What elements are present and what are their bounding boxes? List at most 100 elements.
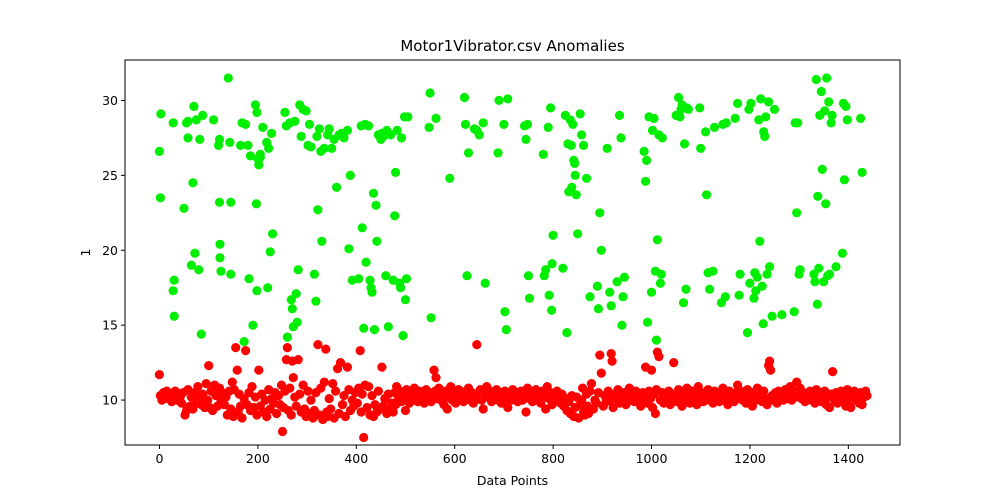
data-point <box>373 386 383 396</box>
data-point <box>272 408 282 419</box>
data-point <box>558 263 568 273</box>
data-point <box>248 320 258 330</box>
data-point <box>655 278 666 288</box>
data-point <box>521 407 531 417</box>
data-point <box>226 269 236 279</box>
data-point <box>273 391 284 401</box>
data-point <box>268 229 278 239</box>
data-point <box>311 296 321 306</box>
data-point <box>650 408 661 419</box>
data-point <box>478 118 488 128</box>
data-point <box>646 365 657 375</box>
x-axis-label: Data Points <box>477 473 548 488</box>
data-point <box>236 140 246 150</box>
data-point <box>342 125 352 135</box>
data-point <box>337 400 348 410</box>
data-point <box>383 322 393 332</box>
data-point <box>396 133 407 143</box>
plot-area-frame <box>124 59 901 446</box>
data-point <box>262 411 272 422</box>
data-point <box>494 95 504 105</box>
data-point <box>820 106 830 116</box>
data-point <box>425 88 435 98</box>
data-point <box>764 97 774 107</box>
data-point <box>856 113 866 123</box>
data-point <box>675 112 685 122</box>
data-point <box>190 248 200 258</box>
data-point <box>765 356 775 366</box>
data-point <box>567 182 577 192</box>
data-point <box>243 140 253 150</box>
data-point <box>842 115 852 125</box>
data-point <box>288 373 298 383</box>
data-point <box>825 269 835 279</box>
data-point <box>695 103 705 113</box>
data-point <box>287 304 297 314</box>
data-point <box>709 122 720 132</box>
data-point <box>309 269 319 279</box>
data-point <box>810 277 820 287</box>
data-point <box>263 283 273 293</box>
data-point <box>538 149 548 159</box>
data-point <box>841 101 851 111</box>
x-tick-label: 1400 <box>832 451 864 466</box>
data-point <box>183 116 193 126</box>
y-tick-label: 20 <box>102 243 118 258</box>
data-point <box>364 382 374 392</box>
y-tick-label: 25 <box>102 168 118 183</box>
data-point <box>596 368 606 378</box>
data-point <box>756 94 766 104</box>
data-point <box>369 325 380 335</box>
data-point <box>643 317 653 327</box>
series-1 <box>154 340 872 443</box>
data-point <box>765 262 775 272</box>
data-point <box>293 355 303 365</box>
data-point <box>195 134 205 144</box>
data-point <box>524 293 535 303</box>
x-tick-label: 600 <box>443 451 467 466</box>
data-point <box>251 199 261 209</box>
data-point <box>503 402 513 413</box>
data-point <box>280 107 290 117</box>
data-point <box>339 133 349 143</box>
data-point <box>595 208 605 218</box>
data-point <box>314 124 324 134</box>
data-point <box>355 346 365 356</box>
data-point <box>291 289 301 299</box>
data-point <box>544 290 554 300</box>
data-point <box>562 328 572 338</box>
data-point <box>442 404 452 414</box>
data-point <box>749 293 759 303</box>
data-point <box>361 257 371 267</box>
data-point <box>215 239 225 249</box>
data-point <box>367 391 377 401</box>
data-point <box>649 113 659 123</box>
data-point <box>754 115 764 125</box>
data-point <box>319 377 329 387</box>
data-point <box>214 134 225 144</box>
data-point <box>215 253 225 263</box>
data-point <box>313 205 323 215</box>
x-tick-label: 800 <box>541 451 565 466</box>
y-tick-label: 10 <box>102 393 118 408</box>
data-point <box>674 92 684 103</box>
data-point <box>769 104 780 114</box>
data-point <box>169 275 179 285</box>
data-point <box>194 265 204 275</box>
data-point <box>183 385 193 395</box>
series-0 <box>154 73 867 347</box>
data-point <box>326 404 336 414</box>
x-tick-label: 1000 <box>636 451 668 466</box>
data-point <box>824 97 834 107</box>
data-point <box>767 311 777 321</box>
x-tick-label: 1200 <box>734 451 766 466</box>
data-point <box>472 340 482 350</box>
data-point <box>595 350 605 360</box>
x-tick-label: 0 <box>155 451 163 466</box>
data-point <box>546 103 556 113</box>
data-point <box>186 260 196 270</box>
x-axis-ticks: 0 200 400 600 800 1000 1200 1400 <box>155 445 864 466</box>
data-point <box>247 382 257 392</box>
